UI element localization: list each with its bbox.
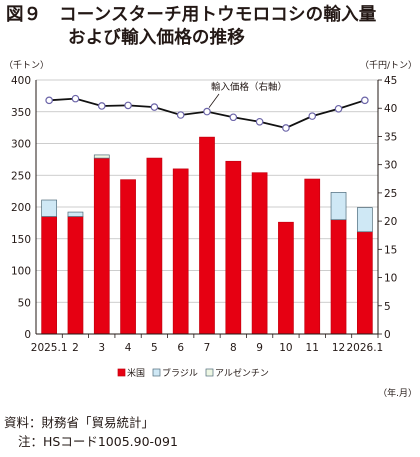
import-chart: （千トン） （千円/トン） 0 50 100 150 200 250 300 350 400 0 5 10… <box>4 60 417 399</box>
bar-argentina <box>93 154 110 159</box>
chart-title-line2: および輸入価格の推移 <box>68 28 245 48</box>
y-left-tick: 300 <box>11 139 31 151</box>
x-tick-label: 7 <box>204 342 211 354</box>
bar-brazil <box>67 211 84 217</box>
bar-us <box>356 231 373 335</box>
y-left-tick: 250 <box>11 170 31 182</box>
bar-brazil <box>330 192 347 221</box>
bar-us <box>199 136 215 335</box>
legend-label: アルゼンチン <box>215 367 269 379</box>
x-tick-label: 8 <box>230 342 237 354</box>
y-right-tick: 40 <box>384 103 397 115</box>
bar-us <box>225 160 242 335</box>
legend-swatch <box>152 368 161 377</box>
x-tick-label: 2025.1 <box>31 342 68 354</box>
y-right-unit: （千円/トン） <box>360 60 417 71</box>
y-left-tick: 0 <box>24 329 31 341</box>
x-tick-label: 4 <box>125 342 132 354</box>
bar-us <box>120 179 136 335</box>
y-left-unit: （千トン） <box>4 60 49 71</box>
legend-label: ブラジル <box>162 367 198 379</box>
price-label-leader <box>208 93 220 108</box>
y-right-tick: 5 <box>384 301 391 313</box>
legend-label: 米国 <box>127 367 145 379</box>
y-right-tick: 45 <box>384 75 397 87</box>
price-marker <box>361 96 369 105</box>
x-axis-unit: （年.月） <box>378 387 417 399</box>
price-marker <box>176 111 185 119</box>
bar-us <box>172 168 189 335</box>
y-left-tick: 150 <box>11 234 31 246</box>
price-marker <box>229 113 238 122</box>
legend-swatch <box>117 368 126 377</box>
price-marker <box>334 104 343 113</box>
price-line-label: 輸入価格（右軸） <box>211 81 287 93</box>
bar-us <box>146 157 163 335</box>
price-marker <box>282 124 290 132</box>
bar-brazil <box>41 199 58 217</box>
x-tick-label: 6 <box>177 342 184 354</box>
x-tick-label: 12 <box>332 342 345 354</box>
chart-title-line1: 図９ コーンスターチ用トウモロコシの輸入量 <box>6 5 377 25</box>
hs-code-note: 注：HSコード1005.90-091 <box>18 434 178 449</box>
y-left-tick: 50 <box>18 297 31 309</box>
bar-us <box>93 157 110 335</box>
y-left-tick: 200 <box>11 202 31 214</box>
price-marker <box>308 112 317 120</box>
footnotes: 資料：財務省「貿易統計」 注：HSコード1005.90-091 <box>4 413 178 451</box>
price-marker <box>203 107 211 116</box>
price-marker <box>124 101 132 110</box>
x-tick-label: 11 <box>306 342 319 354</box>
x-tick-label: 2 <box>72 342 79 354</box>
y-left-tick: 350 <box>11 107 31 119</box>
price-marker <box>255 117 264 126</box>
x-tick-label: 9 <box>256 342 263 354</box>
y-left-tick: 100 <box>11 266 31 278</box>
bar-us <box>330 219 347 335</box>
y-right-tick: 25 <box>384 188 397 200</box>
bar-us <box>41 216 58 335</box>
bar-us <box>304 178 321 335</box>
y-right-tick: 30 <box>384 160 397 172</box>
x-tick-label: 10 <box>279 342 292 354</box>
source-note: 資料：財務省「貿易統計」 <box>4 415 155 430</box>
x-tick-label: 2026.1 <box>346 342 383 354</box>
x-tick-label: 3 <box>98 342 105 354</box>
y-left-tick: 400 <box>11 75 31 87</box>
x-tick-label: 5 <box>151 342 158 354</box>
bar-brazil <box>356 207 373 233</box>
legend-swatch <box>205 368 214 377</box>
y-right-tick: 35 <box>384 131 397 143</box>
price-marker <box>97 102 106 110</box>
chart-title: 図９ コーンスターチ用トウモロコシの輸入量 および輸入価格の推移 <box>6 4 418 50</box>
y-right-tick: 0 <box>384 329 391 341</box>
bar-us <box>278 221 294 335</box>
bar-us <box>67 216 84 335</box>
y-right-tick: 15 <box>384 244 397 256</box>
y-right-tick: 10 <box>384 273 397 285</box>
y-right-tick: 20 <box>384 216 397 228</box>
price-marker <box>150 103 159 111</box>
price-marker <box>45 96 53 105</box>
bar-us <box>251 172 268 335</box>
price-marker <box>71 94 80 103</box>
